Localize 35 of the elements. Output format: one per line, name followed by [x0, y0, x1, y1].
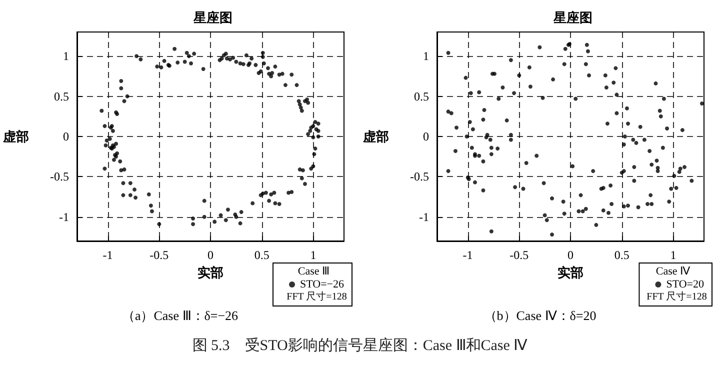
x-tick-label: -0.5	[510, 248, 529, 262]
x-tick-label: 0	[208, 248, 214, 262]
y-tick-label: -1	[419, 210, 429, 224]
x-tick-label: -1	[102, 248, 113, 262]
y-tick-label: 0	[423, 130, 429, 144]
y-tick-label: 1	[63, 49, 69, 64]
chart-title: 星座图	[192, 10, 232, 25]
legend-label: STO=20	[666, 278, 704, 290]
y-axis-title: 虚部	[362, 129, 389, 144]
legend-label: STO=−26	[300, 278, 344, 290]
caption: 图 5.3 受STO影响的信号星座图：Case Ⅲ和Case Ⅳ	[191, 336, 529, 355]
chart-title: 星座图	[552, 10, 592, 25]
y-tick-label: 0.5	[414, 89, 429, 104]
legend-title: Case Ⅳ	[656, 266, 691, 278]
text: FFT 尺寸=128	[646, 290, 707, 302]
y-tick-label: -0.5	[50, 170, 69, 184]
x-tick-label: 0.5	[614, 248, 630, 262]
text: FFT 尺寸=128	[286, 290, 347, 302]
legend-title: Case Ⅲ	[298, 266, 330, 278]
x-tick-label: 0	[568, 248, 574, 262]
y-axis-title: 虚部	[2, 129, 29, 144]
y-tick-label: 0.5	[54, 89, 69, 104]
x-tick-label: -1	[462, 248, 473, 262]
y-tick-label: 1	[423, 49, 429, 64]
text: （b）Case Ⅳ：δ=20	[484, 308, 596, 323]
x-tick-label: 0.5	[254, 248, 270, 262]
y-tick-label: -1	[59, 210, 69, 224]
y-tick-label: -0.5	[410, 170, 429, 184]
x-tick-label: 1	[670, 248, 676, 262]
x-axis-title: 实部	[558, 264, 584, 280]
x-axis-title: 实部	[198, 264, 224, 280]
text: （a）Case Ⅲ：δ=−26	[122, 308, 239, 323]
x-tick-label: -0.5	[150, 248, 169, 262]
x-tick-label: 1	[310, 248, 316, 262]
y-tick-label: 0	[63, 130, 69, 144]
